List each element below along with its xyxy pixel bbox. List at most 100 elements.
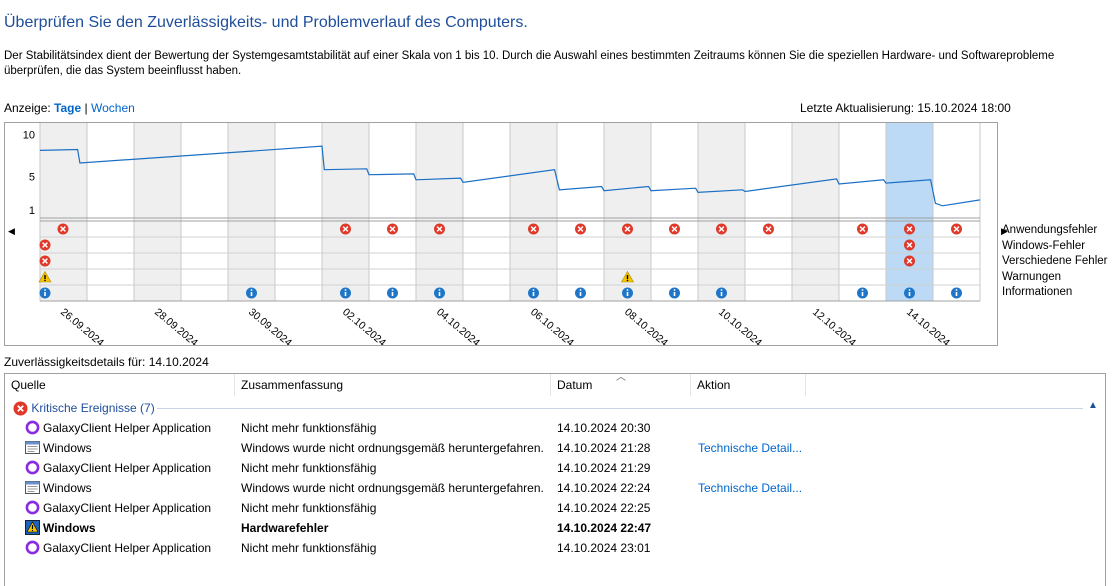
app-error-icon-mark <box>530 226 537 232</box>
table-row[interactable]: Windows Hardwarefehler 14.10.2024 22:47 <box>5 518 1105 538</box>
info-icon-dot <box>44 289 46 291</box>
table-row[interactable]: Windows Windows wurde nicht ordnungsgemäß… <box>5 478 1105 498</box>
date-label: 28.09.2024 <box>152 306 200 345</box>
info-icon-stem <box>861 292 864 296</box>
row-source: Windows <box>43 481 92 495</box>
warning-icon-dot <box>626 279 629 282</box>
warning-icon-mark <box>626 275 629 279</box>
info-icon-stem <box>908 292 911 296</box>
table-row[interactable]: GalaxyClient Helper Application Nicht meh… <box>5 418 1105 438</box>
scroll-right-icon[interactable]: ▶ <box>1001 226 1008 236</box>
weekend-column <box>416 123 463 301</box>
row-date: 14.10.2024 22:24 <box>557 481 651 495</box>
weekend-column <box>698 123 745 301</box>
windows-error-icon-mark <box>906 242 913 248</box>
date-label: 02.10.2024 <box>340 306 388 345</box>
windows-app-icon <box>25 480 40 501</box>
misc-error-icon-mark <box>906 258 913 264</box>
info-icon-stem <box>579 292 582 296</box>
info-icon-stem <box>673 292 676 296</box>
row-date: 14.10.2024 23:01 <box>557 541 651 555</box>
row-source: GalaxyClient Helper Application <box>43 461 212 475</box>
warning-icon-mark <box>44 275 46 279</box>
app-error-icon-mark <box>342 226 349 232</box>
row-summary: Windows wurde nicht ordnungsgemäß herunt… <box>241 481 544 495</box>
page-title: Überprüfen Sie den Zuverlässigkeits- und… <box>4 14 528 31</box>
critical-error-icon <box>13 401 28 416</box>
row-source: GalaxyClient Helper Application <box>43 541 212 555</box>
chart-legend: Anwendungsfehler Windows-Fehler Verschie… <box>1002 223 1107 301</box>
app-error-icon-mark <box>765 226 772 232</box>
legend-app-errors: Anwendungsfehler <box>1002 224 1098 236</box>
legend-warnings: Warnungen <box>1002 270 1062 283</box>
row-summary: Nicht mehr funktionsfähig <box>241 541 377 555</box>
stability-line <box>39 145 981 207</box>
scroll-left-icon[interactable]: ◀ <box>8 226 15 236</box>
view-days-link[interactable]: Tage <box>54 101 82 115</box>
date-label: 04.10.2024 <box>434 306 482 345</box>
view-label: Anzeige: <box>4 101 51 115</box>
date-label: 08.10.2024 <box>622 306 670 345</box>
info-icon-stem <box>720 292 723 296</box>
y-tick-label: 5 <box>29 171 35 183</box>
app-error-icon-mark <box>906 226 913 232</box>
warning-icon-dot <box>44 279 46 282</box>
row-date: 14.10.2024 22:47 <box>557 521 652 535</box>
row-source: GalaxyClient Helper Application <box>43 421 212 435</box>
app-error-icon-mark <box>859 226 866 232</box>
group-critical-events[interactable]: Kritische Ereignisse (7) <box>13 400 155 416</box>
view-separator: | <box>84 101 88 115</box>
stability-chart[interactable]: 10 5 1 26.09.2024 28.09.2024 30.09.2024 02.10.… <box>4 122 998 349</box>
windows-error-icon-mark <box>42 242 48 248</box>
row-summary: Hardwarefehler <box>241 521 329 535</box>
info-icon-stem <box>955 292 958 296</box>
table-row[interactable]: GalaxyClient Helper Application Nicht meh… <box>5 538 1105 558</box>
column-date[interactable]: Datum <box>551 374 691 396</box>
galaxy-circle-icon <box>25 460 40 481</box>
date-label: 06.10.2024 <box>528 306 576 345</box>
date-label: 14.10.2024 <box>904 306 952 345</box>
table-row[interactable]: GalaxyClient Helper Application Nicht meh… <box>5 458 1105 478</box>
app-error-icon-mark <box>671 226 678 232</box>
info-icon-stem <box>344 292 347 296</box>
galaxy-circle-icon <box>25 500 40 521</box>
row-action-link[interactable]: Technische Detail... <box>698 441 803 455</box>
column-summary[interactable]: Zusammenfassung <box>235 374 551 396</box>
collapse-chevron-up-icon[interactable]: ▲ <box>1088 400 1098 411</box>
info-icon-stem <box>250 292 253 296</box>
app-error-icon-mark <box>953 226 960 232</box>
info-icon-dot <box>673 289 676 291</box>
group-label: Kritische Ereignisse (7) <box>31 401 155 415</box>
app-error-icon-mark <box>577 226 584 232</box>
table-row[interactable]: Windows Windows wurde nicht ordnungsgemäß… <box>5 438 1105 458</box>
legend-info: Informationen <box>1002 286 1073 298</box>
table-row[interactable]: GalaxyClient Helper Application Nicht meh… <box>5 498 1105 518</box>
view-switch: Anzeige: Tage | Wochen <box>4 101 135 115</box>
y-tick-label: 10 <box>23 129 35 141</box>
info-icon-stem <box>391 292 394 296</box>
row-action-link[interactable]: Technische Detail... <box>698 481 803 495</box>
row-source: Windows <box>43 521 96 535</box>
date-label: 12.10.2024 <box>810 306 858 345</box>
legend-misc-errors: Verschiedene Fehler <box>1002 255 1108 267</box>
info-icon-dot <box>438 289 441 291</box>
column-action[interactable]: Aktion <box>691 374 806 396</box>
details-table: Quelle Zusammenfassung Datum Aktion ︿ Kr… <box>4 372 1106 586</box>
weekend-column <box>510 123 557 301</box>
info-icon-dot <box>344 289 347 291</box>
y-tick-label: 1 <box>29 205 35 217</box>
view-weeks-link[interactable]: Wochen <box>90 101 135 115</box>
weekend-column <box>40 123 87 301</box>
column-source[interactable]: Quelle <box>5 374 235 396</box>
info-icon-dot <box>250 289 253 291</box>
windows-app-icon <box>25 440 40 461</box>
info-icon-dot <box>532 289 535 291</box>
legend-windows-errors: Windows-Fehler <box>1002 239 1086 252</box>
last-update: Letzte Aktualisierung: 15.10.2024 18:00 <box>800 101 1011 115</box>
stability-chart-svg[interactable]: 10 5 1 26.09.2024 28.09.2024 30.09.2024 02.10.… <box>5 123 997 349</box>
info-icon-dot <box>391 289 394 291</box>
date-label: 30.09.2024 <box>246 306 294 345</box>
galaxy-circle-icon <box>25 420 40 441</box>
info-icon-dot <box>908 289 911 291</box>
app-error-icon-mark <box>624 226 631 232</box>
